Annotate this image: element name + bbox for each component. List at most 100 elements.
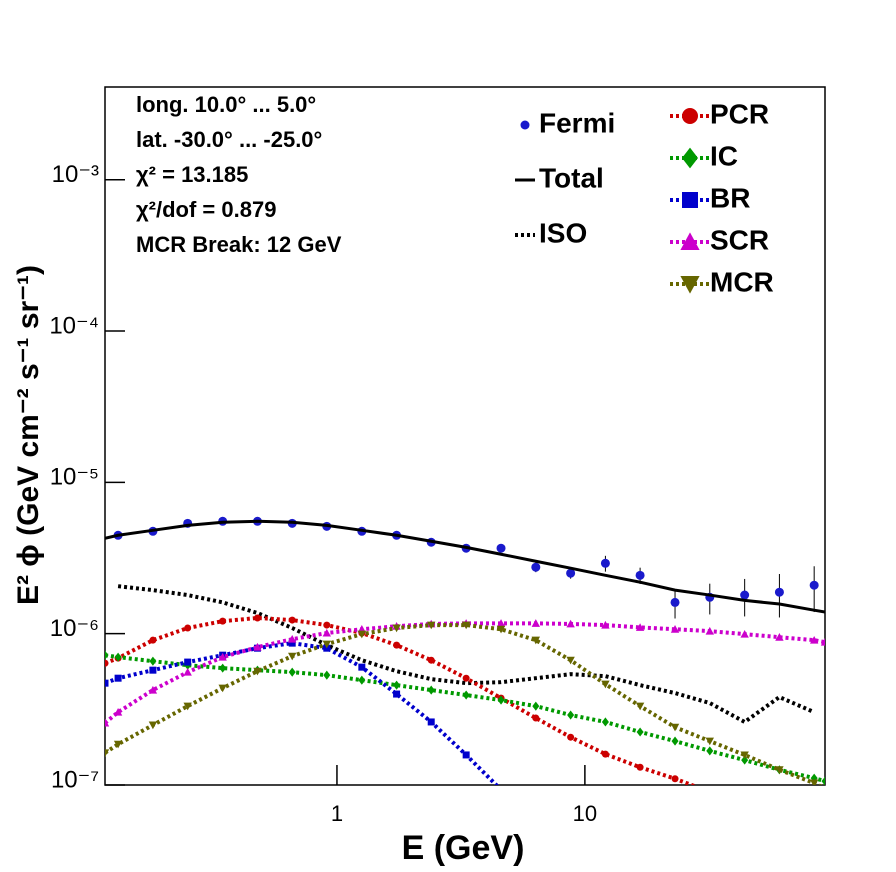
legend-label: PCR [710,98,769,129]
data-point [567,733,575,741]
data-point [775,766,784,775]
legend-label: BR [710,182,750,213]
y-tick-label: 10⁻⁵ [50,464,99,491]
data-point [184,624,192,632]
series-line [105,519,825,614]
data-point [532,701,540,711]
data-point [357,630,367,639]
data-point [601,620,610,629]
data-point [462,674,470,682]
data-point [740,590,750,600]
data-point [427,718,435,726]
data-point [105,650,109,660]
data-point [566,656,575,665]
data-point [636,763,644,771]
x-axis-label: E (GeV) [402,829,525,867]
data-point [741,755,749,765]
data-point [105,718,110,727]
data-point [670,597,680,607]
data-point [809,580,819,590]
data-point [566,619,575,628]
data-point [809,779,819,785]
data-point [496,543,506,553]
data-point [148,685,158,694]
data-point [113,740,123,749]
legend-marker [520,120,530,130]
data-point [601,680,610,689]
annotation: long. 10.0° ... 5.0° [136,92,316,117]
data-point [322,628,331,637]
data-point [288,652,297,661]
curves [105,516,825,785]
data-point [288,616,296,624]
annotation: χ² = 13.185 [136,162,248,187]
data-point [288,634,297,643]
data-point [149,666,157,674]
data-point [113,707,123,716]
data-point [774,587,784,597]
legend-marker [682,147,698,169]
data-point [427,621,436,630]
data-point [671,736,679,746]
plot-frame [104,86,826,786]
data-point [323,621,331,629]
data-point [705,626,714,635]
data-point [149,636,157,644]
data-point [253,667,262,676]
data-point [670,625,680,633]
y-axis-label: E² ϕ (GeV cm⁻² s⁻¹ sr⁻¹) [12,265,45,605]
data-point [496,625,506,634]
data-point [600,558,610,568]
data-point [809,635,819,644]
legend-marker [680,232,700,250]
legend-label: MCR [710,266,774,297]
data-point [531,619,541,627]
legend-label: ISO [539,217,587,248]
data-point [601,750,609,758]
data-point [706,746,714,756]
data-point [288,667,296,677]
series-line [105,653,825,784]
data-point [820,637,825,646]
data-point [740,751,749,760]
data-point [567,710,575,720]
annotation: MCR Break: 12 GeV [136,232,342,257]
series-line [105,621,825,725]
data-point [219,617,227,625]
legend-label: Total [539,162,604,193]
data-point [105,749,110,758]
data-point [183,702,192,711]
data-point [566,568,576,578]
data-point [636,727,644,737]
data-point [427,685,435,695]
data-point [671,775,679,783]
data-point [461,621,471,630]
y-tick-label: 10⁻³ [52,161,99,188]
data-point [392,624,401,633]
data-point [393,690,401,698]
legend-label: Fermi [539,107,615,138]
data-point [149,656,157,666]
data-point [532,714,540,722]
data-point [184,658,192,666]
data-point [253,642,262,651]
data-point [705,737,714,746]
annotation: lat. -30.0° ... -25.0° [136,127,322,152]
data-point [253,614,261,622]
data-point [531,636,541,645]
y-tick-label: 10⁻⁷ [51,766,99,793]
data-point [105,659,109,667]
data-point [462,690,470,700]
data-point [427,656,435,664]
data-point [114,674,122,682]
data-point [218,652,227,661]
data-point [740,629,749,638]
data-point [393,641,401,649]
data-point [358,663,366,671]
legend-label: IC [710,140,738,171]
x-tick-label: 10 [573,801,597,826]
data-point [288,639,296,647]
